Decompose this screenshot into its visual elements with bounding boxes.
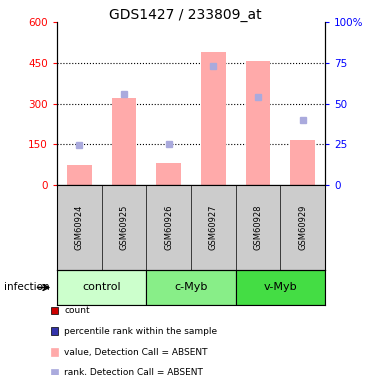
Text: v-Myb: v-Myb [263,282,297,292]
Text: GSM60927: GSM60927 [209,205,218,250]
Bar [246,62,270,185]
Bar [67,165,92,185]
Bar [50,327,58,335]
Bar [50,369,58,375]
Text: GSM60926: GSM60926 [164,205,173,250]
Text: GSM60929: GSM60929 [298,205,307,250]
Bar [201,52,226,185]
Text: GSM60928: GSM60928 [253,205,263,250]
Bar [112,98,136,185]
Bar [157,163,181,185]
Bar [50,307,58,314]
Text: rank, Detection Call = ABSENT: rank, Detection Call = ABSENT [65,368,203,375]
Text: c-Myb: c-Myb [174,282,208,292]
Text: value, Detection Call = ABSENT: value, Detection Call = ABSENT [65,348,208,357]
Text: control: control [82,282,121,292]
Text: percentile rank within the sample: percentile rank within the sample [65,327,217,336]
Bar [146,270,236,305]
Text: count: count [65,306,90,315]
Text: GDS1427 / 233809_at: GDS1427 / 233809_at [109,8,262,22]
Bar [236,270,325,305]
Text: GSM60924: GSM60924 [75,205,84,250]
Bar [57,270,146,305]
Text: infection: infection [4,282,49,292]
Bar [290,140,315,185]
Text: GSM60925: GSM60925 [119,205,128,250]
Bar [50,348,58,355]
